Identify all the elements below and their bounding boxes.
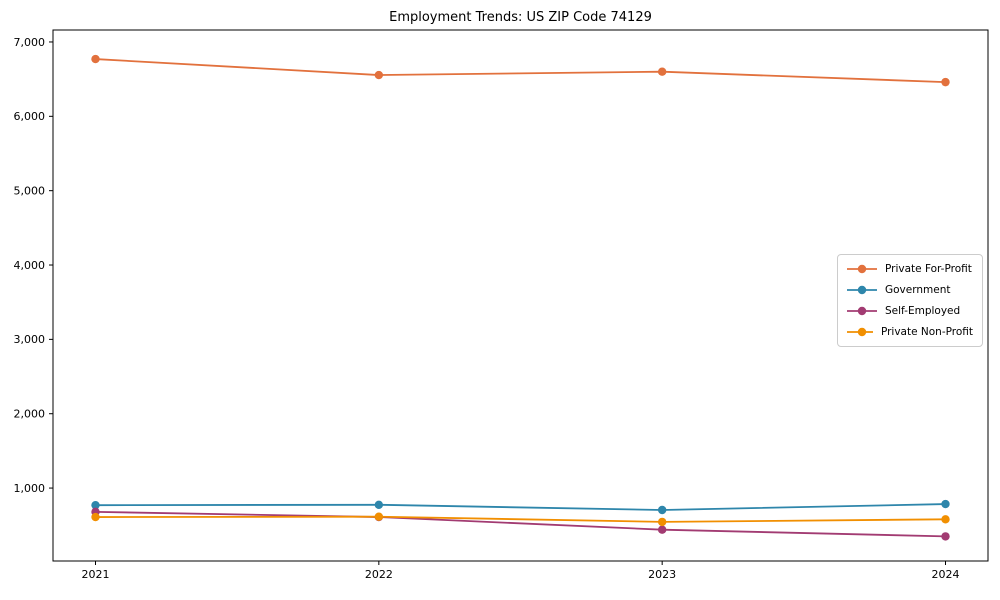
legend-label: Government (885, 284, 951, 296)
legend: Private For-Profit Government Self-Employe… (837, 254, 983, 347)
data-point (91, 512, 100, 522)
legend-entry: Private For-Profit (847, 262, 973, 276)
x-axis-tick-label: 2021 (82, 568, 110, 581)
y-axis-tick-label: 4,000 (14, 259, 46, 272)
y-axis-tick-label: 7,000 (14, 36, 46, 49)
legend-entry: Private Non-Profit (847, 325, 973, 339)
data-point (941, 499, 950, 509)
data-point (941, 77, 950, 87)
y-axis-tick-label: 6,000 (14, 110, 46, 123)
data-point (941, 515, 950, 524)
legend-entry: Government (847, 283, 973, 297)
data-point (657, 505, 667, 515)
legend-swatch (847, 306, 877, 316)
series-line (95, 58, 946, 84)
legend-swatch (847, 327, 873, 337)
chart-title: Employment Trends: US ZIP Code 74129 (389, 10, 652, 25)
legend-swatch (847, 285, 877, 295)
data-point (91, 500, 100, 510)
data-point (657, 525, 667, 534)
series-line (95, 515, 946, 523)
y-axis-tick-label: 5,000 (14, 185, 46, 198)
series-line (95, 503, 946, 511)
data-point (374, 70, 384, 80)
y-axis-tick-label: 2,000 (14, 408, 46, 421)
legend-swatch (847, 264, 877, 274)
data-point (941, 532, 950, 541)
x-axis-tick-label: 2024 (932, 568, 960, 581)
legend-label: Self-Employed (885, 305, 961, 317)
x-axis-tick-label: 2023 (648, 568, 676, 581)
data-point (657, 67, 667, 76)
data-point (91, 54, 100, 64)
y-axis-tick-label: 3,000 (14, 333, 46, 346)
legend-label: Private Non-Profit (880, 326, 973, 338)
x-axis-tick-label: 2022 (365, 568, 393, 581)
legend-entry: Self-Employed (847, 304, 973, 318)
data-point (374, 512, 384, 521)
series-line (95, 510, 946, 538)
legend-label: Private For-Profit (885, 263, 972, 275)
y-axis-tick-label: 1,000 (14, 482, 46, 495)
plot-area (52, 29, 989, 562)
data-point (374, 500, 384, 509)
data-point (657, 517, 667, 527)
